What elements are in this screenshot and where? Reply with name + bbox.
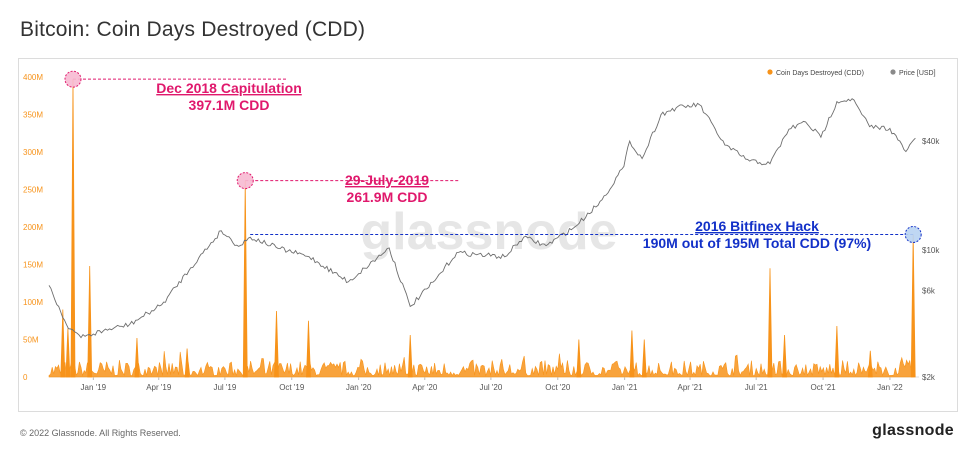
watermark: glassnode [360,203,617,261]
legend-cdd-label: Coin Days Destroyed (CDD) [776,70,864,77]
cdd-spike [65,328,71,378]
x-tick-label: Oct '20 [545,383,571,392]
price-line [48,98,916,339]
annotation-title: Dec 2018 Capitulation [156,80,302,96]
y-right-tick-label: $10k [922,246,940,255]
cdd-spike [60,309,66,378]
cdd-spike [767,268,773,378]
y-right-tick-label: $6k [922,286,936,295]
x-tick-label: Apr '20 [412,383,438,392]
cdd-spike [242,180,248,378]
cdd-spike [184,348,190,378]
y-left-tick-label: 100M [23,298,43,307]
cdd-spike [134,337,140,378]
cdd-spike [274,310,279,378]
cdd-spike [407,334,413,378]
copyright-text: © 2022 Glassnode. All Rights Reserved. [20,428,181,438]
x-tick-label: Jul '21 [745,383,768,392]
cdd-spike [867,350,873,378]
x-tick-label: Apr '19 [146,383,172,392]
y-right-tick-label: $2k [922,373,936,382]
cdd-spike [629,330,635,378]
glassnode-logo: glassnode [872,422,954,439]
legend-price-marker [890,69,896,75]
annotation-marker [64,70,82,88]
y-left-tick-label: 0 [23,373,28,382]
annotation-title: 2016 Bitfinex Hack [695,218,819,234]
annotation-title: 29-July-2019 [345,172,429,188]
legend-price-label: Price [USD] [899,70,936,77]
cdd-spike [70,79,76,378]
cdd-spike [576,339,582,378]
x-tick-label: Jul '19 [213,383,236,392]
y-left-tick-label: 250M [23,186,43,195]
annotation-marker [904,226,922,243]
x-tick-label: Oct '19 [279,383,305,392]
annotation-subtitle: 261.9M CDD [347,189,428,205]
annotation-subtitle: 190M out of 195M Total CDD (97%) [643,235,871,251]
y-left-tick-label: 400M [23,73,43,82]
x-tick-label: Jul '20 [479,383,502,392]
x-tick-label: Jan '20 [346,383,372,392]
y-left-tick-label: 300M [23,148,43,157]
cdd-spike [87,265,93,378]
page-title: Bitcoin: Coin Days Destroyed (CDD) [20,18,366,41]
cdd-spike [834,325,840,378]
x-tick-label: Jan '19 [81,383,107,392]
cdd-spike [641,339,647,378]
cdd-spike [910,234,916,378]
y-left-tick-label: 200M [23,223,43,232]
legend-cdd-marker [767,69,773,75]
x-tick-label: Jan '21 [612,383,638,392]
y-right-tick-label: $40k [922,137,940,146]
y-left-tick-label: 150M [23,261,43,270]
cdd-spike [306,320,311,378]
x-tick-label: Apr '21 [677,383,703,392]
annotation-subtitle: 397.1M CDD [189,97,270,113]
annotation-marker [236,172,254,190]
x-tick-label: Jan '22 [877,383,903,392]
x-tick-label: Oct '21 [811,383,837,392]
chart-frame: glassnode 0 50M 100M 150M 200M 250M 300M 350M 400… [18,58,958,412]
y-left-tick-label: 350M [23,111,43,120]
y-left-tick-label: 50M [23,336,39,345]
cdd-spike [782,334,787,378]
cdd-chart: glassnode 0 50M 100M 150M 200M 250M 300M 350M 400… [23,69,940,392]
